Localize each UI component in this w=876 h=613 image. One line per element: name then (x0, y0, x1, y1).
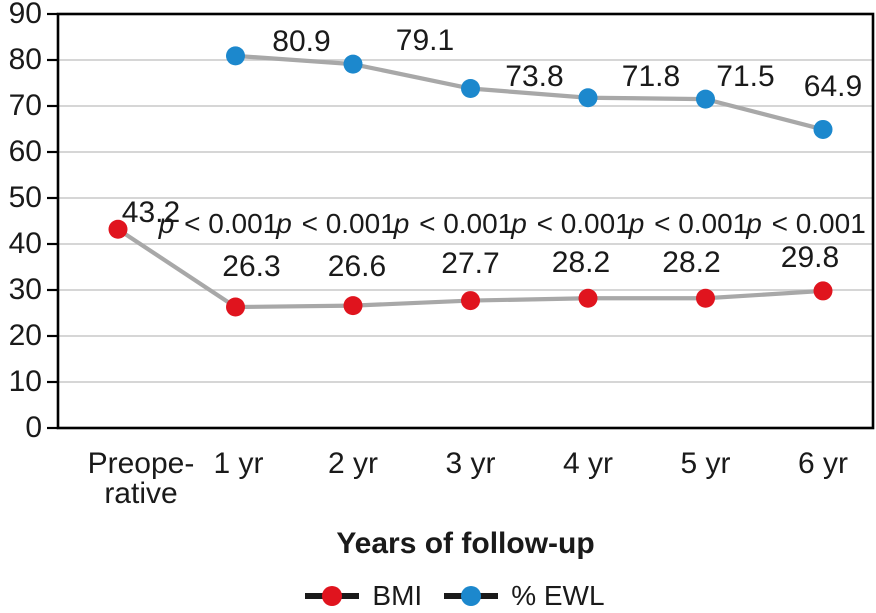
bmi-point (813, 281, 833, 301)
x-axis-label: 5 yr (680, 447, 731, 480)
p-value-label: p < 0.001 (628, 208, 749, 239)
p-italic: p (393, 208, 410, 239)
data-point-label: 28.2 (662, 246, 721, 280)
y-tick-label: 50 (8, 181, 42, 214)
x-axis-label: 4 yr (562, 447, 613, 480)
bmi-point (461, 291, 480, 311)
legend-label: % EWL (511, 580, 605, 611)
bmi-point (108, 219, 128, 239)
plot-border (56, 12, 875, 430)
x-axis-label: Preope- rative (87, 447, 195, 510)
x-axis-label: 2 yr (327, 447, 378, 480)
data-point-label: 28.2 (551, 246, 611, 280)
p-italic: p (276, 208, 292, 239)
data-point-label: 64.9 (803, 70, 863, 104)
legend-line-icon (444, 586, 499, 606)
ewl-line (235, 53, 824, 132)
x-axis-label: 3 yr (445, 447, 496, 480)
y-tick-label: 0 (25, 411, 42, 444)
bmi-point (578, 288, 598, 308)
x-axis-label: 6 yr (797, 447, 848, 480)
x-axis-label: 1 yr (213, 447, 264, 480)
legend-dot-icon (322, 586, 343, 606)
data-point-label: 79.1 (395, 24, 455, 58)
bmi-point (226, 297, 245, 317)
p-value-label: p < 0.001 (511, 208, 631, 239)
ewl-point (578, 88, 598, 108)
legend-label: BMI (372, 580, 423, 611)
x-axis-title: Years of follow-up (336, 527, 595, 560)
bmi-point (343, 296, 363, 316)
legend-item-bmi: BMI (305, 581, 422, 611)
ewl-point (343, 54, 363, 74)
data-point-label: 71.5 (716, 60, 775, 94)
p-value-label: p < 0.001 (393, 208, 514, 239)
y-tick-label: 70 (8, 89, 42, 122)
legend-dot-icon (461, 586, 482, 606)
p-value-label: p < 0.001 (746, 208, 866, 239)
ewl-point (461, 79, 480, 99)
y-tick-label: 60 (8, 135, 42, 168)
data-point-label: 80.9 (272, 24, 331, 58)
data-point-label: 27.7 (441, 246, 500, 280)
y-tick-label: 20 (8, 319, 42, 352)
y-tick-label: 40 (8, 227, 42, 260)
data-point-label: 26.6 (327, 249, 387, 283)
data-point-label: 29.8 (780, 240, 840, 274)
data-point-label: 71.8 (621, 59, 681, 93)
legend: BMI % EWL (0, 581, 876, 611)
p-value-label: p < 0.001 (158, 208, 279, 239)
legend-line-icon (305, 586, 360, 606)
y-tick-label: 80 (8, 43, 42, 76)
data-point-label: 43.2 (121, 196, 181, 230)
p-italic: p (158, 208, 175, 239)
ewl-point (226, 46, 245, 66)
legend-item-ewl: % EWL (444, 580, 605, 611)
p-italic: p (628, 208, 645, 239)
ewl-point (696, 89, 715, 109)
y-tick-label: 30 (8, 273, 42, 306)
bmi-point (696, 288, 715, 308)
data-point-label: 26.3 (222, 250, 281, 284)
p-value-label: p < 0.001 (276, 208, 396, 239)
p-italic: p (511, 208, 527, 239)
y-tick-label: 90 (8, 0, 42, 30)
p-italic: p (746, 208, 762, 239)
ewl-point (813, 119, 833, 139)
y-tick-label: 10 (8, 365, 42, 398)
data-point-label: 73.8 (505, 59, 564, 93)
